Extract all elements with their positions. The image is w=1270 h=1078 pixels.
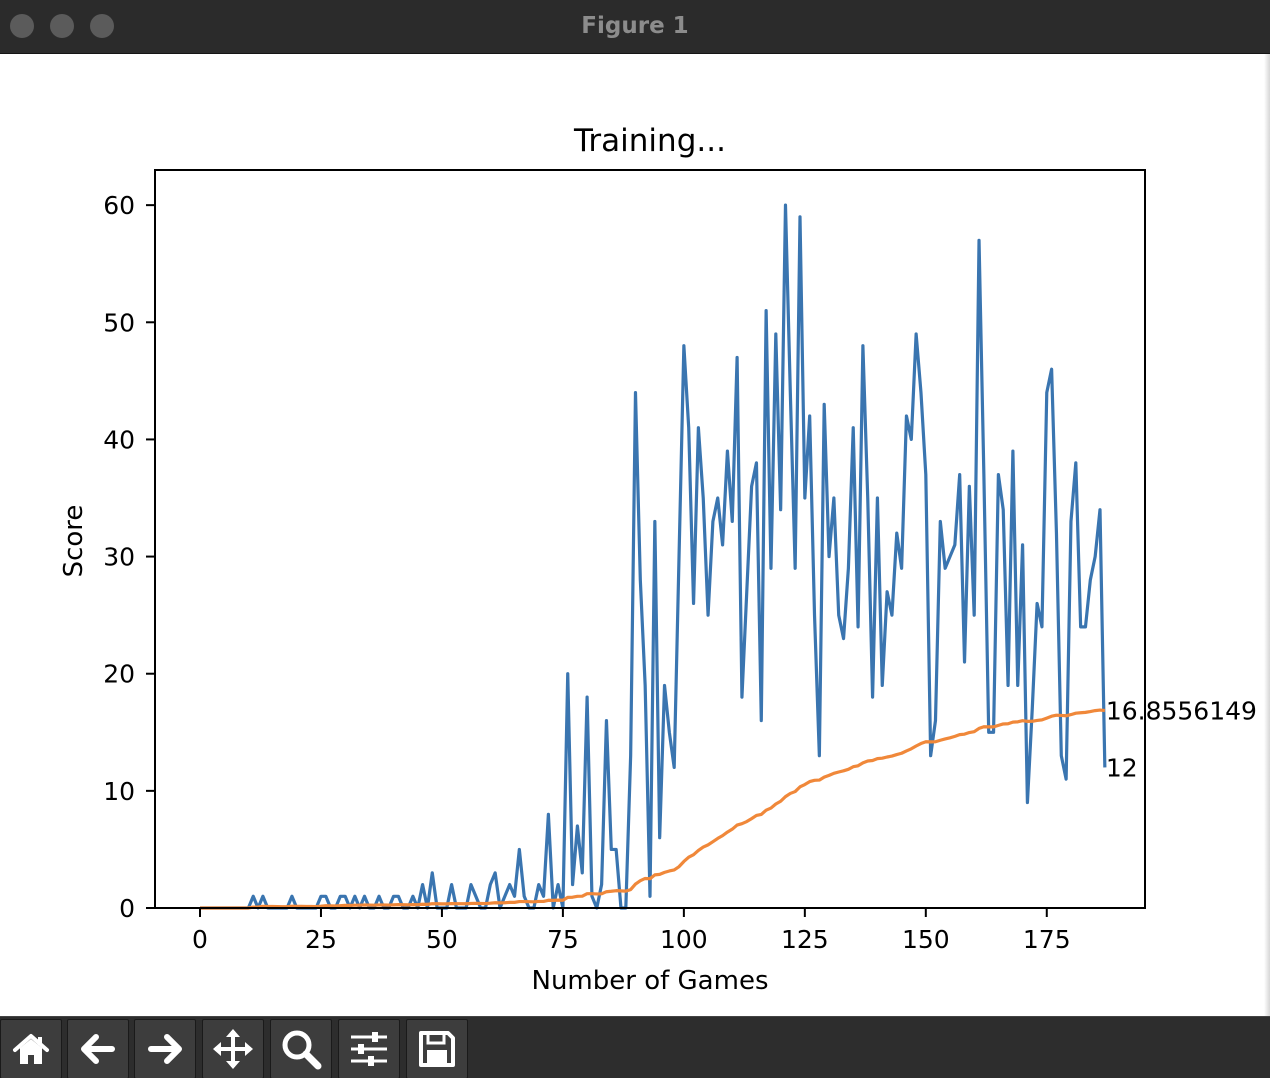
x-tick-label: 50 (426, 925, 458, 954)
x-tick-label: 175 (1023, 925, 1071, 954)
y-axis-label: Score (59, 505, 89, 578)
forward-button[interactable] (134, 1019, 196, 1078)
x-axis-label: Number of Games (532, 966, 769, 996)
x-tick-label: 0 (192, 925, 208, 954)
close-window-button[interactable] (10, 14, 34, 38)
chart-title: Training... (573, 123, 726, 159)
x-tick-label: 150 (902, 925, 950, 954)
y-tick-label: 50 (103, 308, 135, 337)
pan-button[interactable] (202, 1019, 264, 1078)
arrow-left-icon (81, 1034, 115, 1064)
end-label-mean_scores: 16.8556149 (1106, 696, 1257, 725)
axes-frame (154, 169, 1146, 909)
plot-layer (200, 203, 1107, 910)
window-titlebar[interactable]: Figure 1 (0, 0, 1270, 54)
zoom-button[interactable] (270, 1019, 332, 1078)
figure-canvas[interactable]: Training... Number of Games Score 12 16.8… (0, 54, 1270, 1016)
home-button[interactable] (0, 1019, 62, 1078)
minimize-window-button[interactable] (50, 14, 74, 38)
home-icon (13, 1034, 49, 1064)
series-line-scores (200, 203, 1107, 910)
y-tick-label: 20 (103, 660, 135, 689)
magnifier-icon (282, 1030, 322, 1070)
y-tick-label: 40 (103, 425, 135, 454)
y-tick-label: 60 (103, 191, 135, 220)
end-label-scores: 12 (1106, 753, 1138, 782)
axes-layer (146, 169, 1146, 917)
zoom-window-button[interactable] (90, 14, 114, 38)
back-button[interactable] (67, 1019, 129, 1078)
x-tick-label: 100 (660, 925, 708, 954)
x-tick-label: 75 (547, 925, 579, 954)
configure-subplots-button[interactable] (338, 1019, 400, 1078)
text-layer: Training... Number of Games Score 12 16.8… (59, 123, 1257, 996)
x-tick-label: 125 (781, 925, 829, 954)
move-icon (213, 1029, 253, 1069)
y-tick-label: 30 (103, 543, 135, 572)
y-tick-label: 0 (119, 894, 135, 923)
sliders-icon (351, 1032, 387, 1066)
window-title: Figure 1 (581, 13, 689, 39)
save-button[interactable] (406, 1019, 468, 1078)
x-tick-label: 25 (305, 925, 337, 954)
navigation-toolbar (0, 1016, 1270, 1078)
floppy-disk-icon (419, 1031, 455, 1067)
arrow-right-icon (148, 1034, 182, 1064)
training-chart: Training... Number of Games Score 12 16.8… (59, 123, 1257, 996)
y-tick-label: 10 (103, 777, 135, 806)
window-edge (1264, 54, 1270, 1016)
series-line-mean_scores (200, 708, 1105, 910)
